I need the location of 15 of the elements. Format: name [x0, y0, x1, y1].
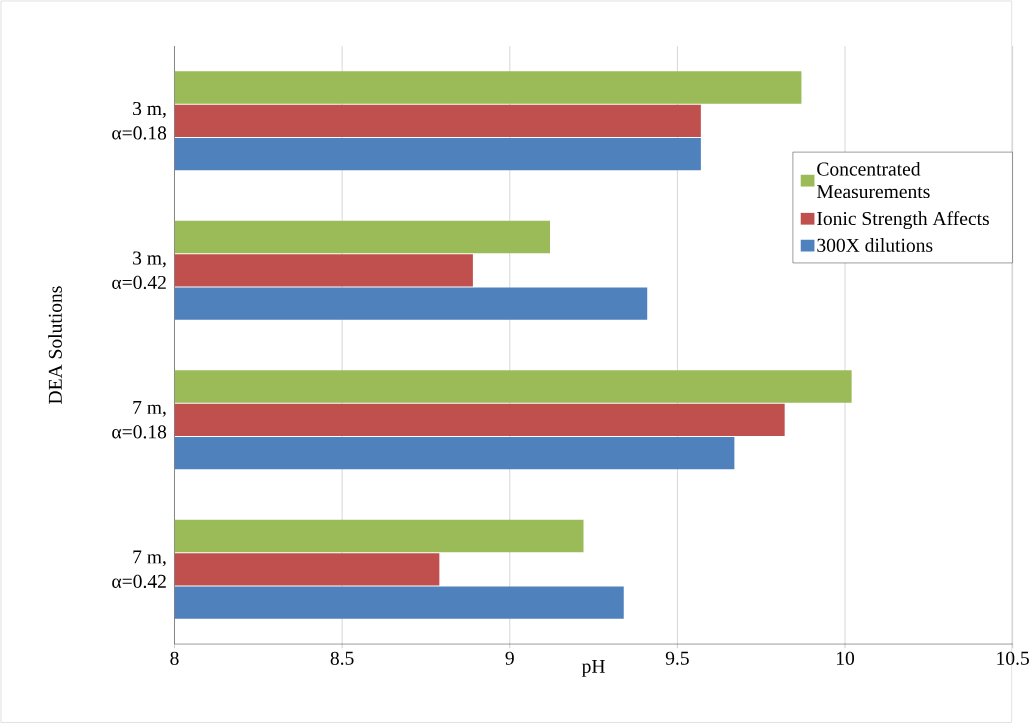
y-tick-label: 3 m, α=0.18 [112, 101, 167, 140]
x-tick-label: 8 [170, 651, 179, 665]
y-axis-title: DEA Solutions [48, 286, 62, 404]
legend-label: Ionic Strength Affects [817, 210, 989, 229]
x-axis-title: pH [581, 659, 605, 677]
x-tick-label: 9 [505, 651, 514, 665]
y-tick-label: 7 m, α=0.18 [112, 400, 167, 439]
x-tick-label: 8.5 [330, 651, 354, 665]
x-tick-label: 10.5 [997, 651, 1029, 665]
legend-label: 300X dilutions [817, 237, 933, 252]
y-tick-label: 3 m, α=0.42 [112, 251, 166, 289]
x-tick-label: 9.5 [665, 651, 689, 665]
y-tick-label: 7 m, α=0.42 [112, 550, 166, 588]
x-tick-label: 10 [836, 651, 855, 665]
legend-label: Concentrated Measurements [816, 161, 930, 198]
